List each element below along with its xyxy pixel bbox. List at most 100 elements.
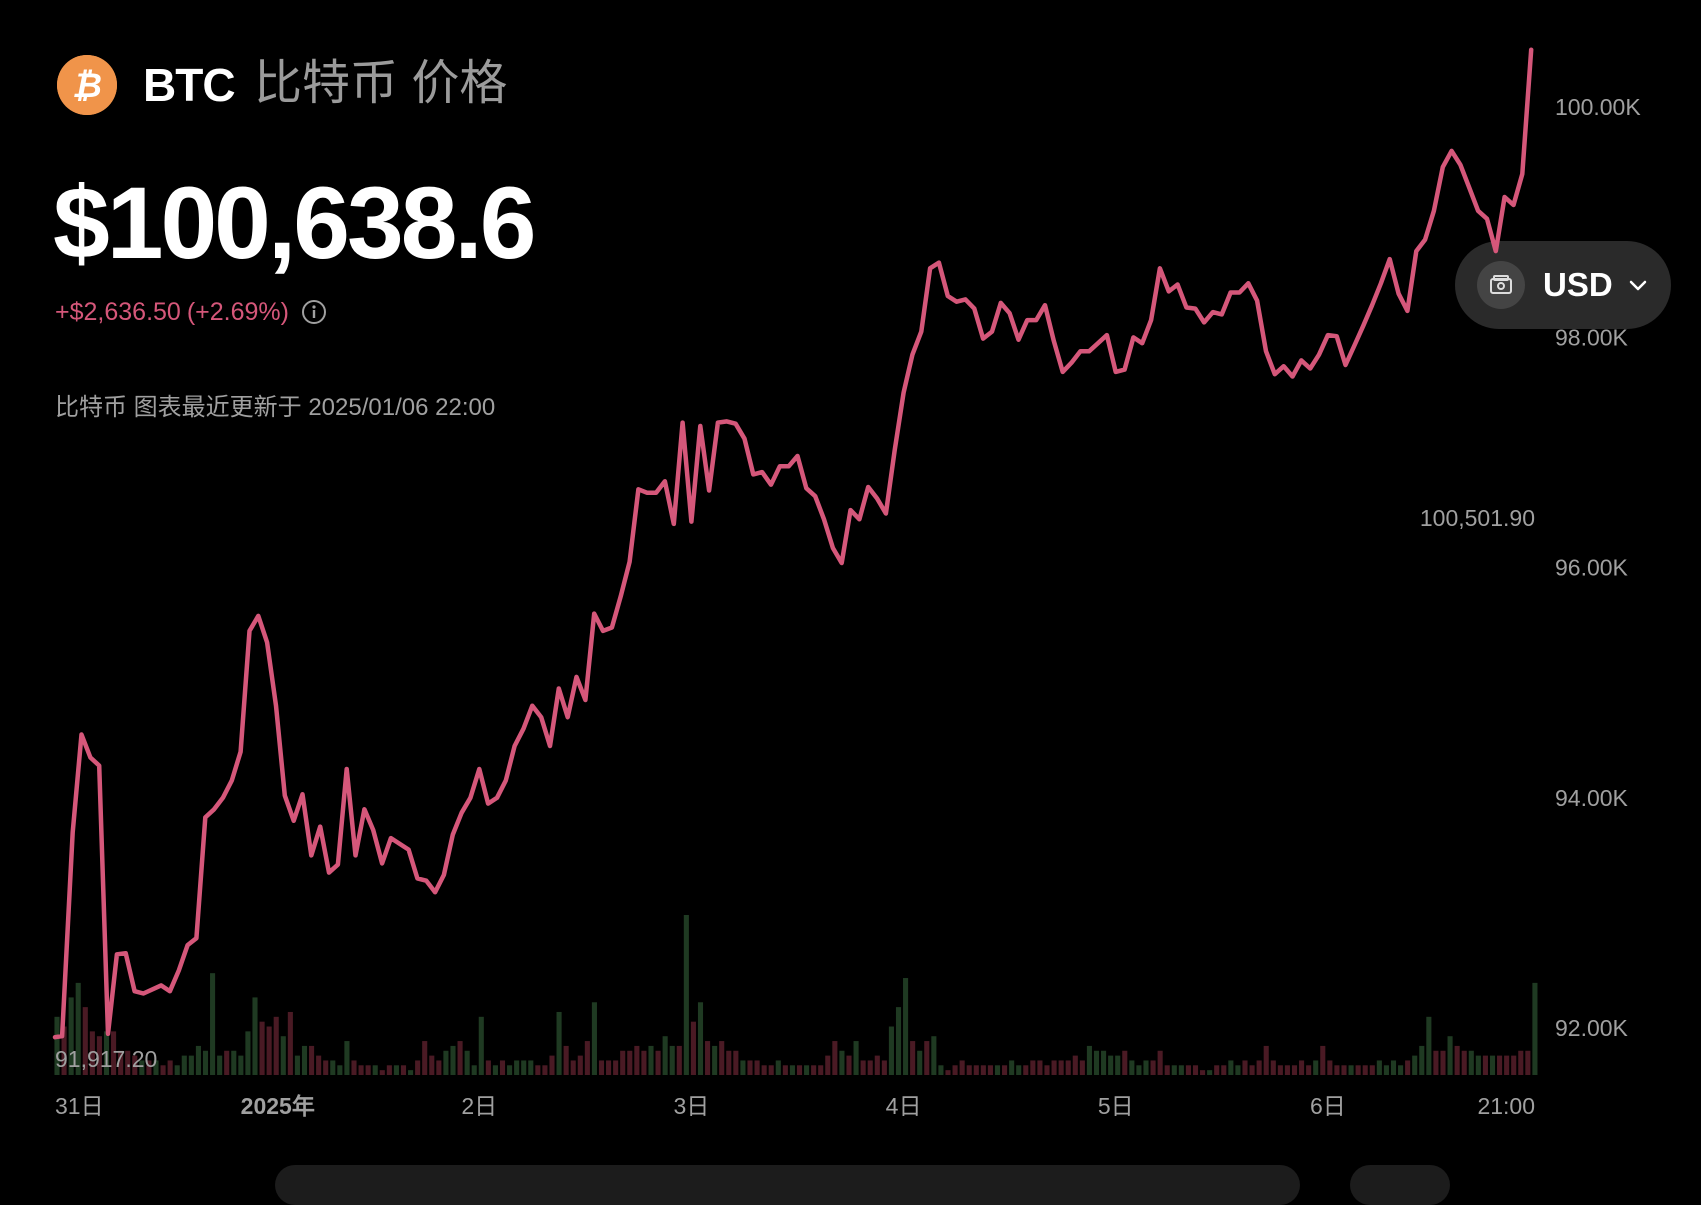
volume-bar [1143, 1060, 1149, 1075]
volume-bar [987, 1065, 993, 1075]
volume-bar [1263, 1045, 1269, 1075]
volume-bar [266, 1026, 272, 1075]
volume-bar [1454, 1045, 1460, 1075]
volume-bar [1426, 1016, 1432, 1075]
volume-bar [903, 978, 909, 1075]
price-change-percent: (+2.69%) [186, 298, 289, 326]
volume-bar [252, 997, 258, 1075]
volume-bar [712, 1045, 718, 1075]
volume-bar [1079, 1060, 1085, 1075]
bitcoin-icon: ₿ [57, 55, 117, 115]
volume-bar [1475, 1055, 1481, 1075]
volume-bar [1214, 1065, 1220, 1075]
y-axis-tick-label: 100.00K [1555, 94, 1641, 120]
volume-bar [1086, 1045, 1092, 1075]
volume-bar [1108, 1055, 1114, 1075]
volume-bar [662, 1036, 668, 1075]
volume-bar [853, 1041, 859, 1075]
volume-bar [231, 1050, 237, 1075]
volume-bar [436, 1060, 442, 1075]
timeframe-tabs-bar[interactable] [275, 1165, 1300, 1205]
volume-bar [1023, 1065, 1029, 1075]
min-price-label: 91,917.20 [55, 1046, 157, 1072]
volume-bar [54, 1016, 60, 1075]
volume-bar [782, 1065, 788, 1075]
volume-bar [210, 973, 216, 1075]
volume-bar [669, 1045, 675, 1075]
volume-bar [103, 1031, 110, 1075]
price-change: +$2,636.50 (+2.69%) [55, 296, 327, 328]
volume-bar [224, 1050, 230, 1075]
volume-bar [1058, 1060, 1064, 1075]
volume-bar [697, 1002, 704, 1075]
volume-bar [400, 1065, 407, 1075]
volume-bar [1044, 1065, 1050, 1075]
chart-options-button[interactable] [1350, 1165, 1450, 1205]
volume-bar [1192, 1065, 1199, 1075]
volume-bar [690, 1021, 696, 1075]
volume-bar [825, 1055, 831, 1075]
volume-bar [910, 1041, 916, 1075]
volume-bar [811, 1065, 817, 1075]
volume-bar [507, 1065, 513, 1075]
y-axis-tick-label: 96.00K [1555, 555, 1629, 581]
volume-bar [393, 1065, 399, 1075]
volume-bar [938, 1065, 944, 1075]
volume-bar [450, 1045, 456, 1075]
volume-bar [1016, 1065, 1022, 1075]
volume-bar [61, 1026, 67, 1075]
volume-bar [1207, 1070, 1213, 1075]
volume-bar [1270, 1060, 1276, 1075]
volume-bar [153, 1060, 159, 1075]
x-axis-tick-label: 6日 [1310, 1093, 1346, 1119]
volume-bar [747, 1060, 753, 1075]
volume-bar [492, 1065, 498, 1075]
volume-bar [1468, 1050, 1474, 1075]
volume-bar [1447, 1036, 1453, 1075]
volume-bar [330, 1060, 336, 1075]
volume-bar [1256, 1060, 1262, 1075]
volume-bar [514, 1060, 520, 1075]
volume-bar [1327, 1060, 1333, 1075]
volume-bar [556, 1011, 562, 1075]
volume-bar [1504, 1055, 1510, 1075]
volume-bar [705, 1041, 711, 1075]
volume-bar [415, 1060, 421, 1075]
info-icon[interactable] [301, 299, 327, 325]
volume-bar [1037, 1060, 1043, 1075]
volume-bar [457, 1041, 463, 1075]
volume-bar [188, 1055, 194, 1075]
volume-bar [761, 1065, 767, 1075]
volume-bar [132, 1055, 138, 1075]
volume-bar [323, 1060, 329, 1075]
page-title: 比特币 价格 [254, 57, 508, 110]
volume-bar [429, 1055, 435, 1075]
volume-bar [1002, 1065, 1008, 1075]
volume-bar [443, 1050, 449, 1075]
volume-bar [351, 1060, 357, 1075]
volume-bar [839, 1050, 845, 1075]
volume-bar [1185, 1065, 1191, 1075]
volume-bar [627, 1050, 633, 1075]
volume-bar [1299, 1060, 1305, 1075]
price-line [52, 47, 1534, 1040]
volume-bar [372, 1065, 378, 1075]
chevron-down-icon [1629, 280, 1646, 291]
volume-bar [676, 1045, 682, 1075]
volume-bar [386, 1065, 392, 1075]
volume-bar [1306, 1065, 1312, 1075]
volume-bar [1101, 1050, 1107, 1075]
volume-bar [408, 1070, 414, 1075]
bitcoin-logo: ₿ [57, 55, 117, 115]
volume-bar [577, 1055, 583, 1075]
volume-bar [874, 1055, 880, 1075]
volume-bar [881, 1060, 887, 1075]
volume-bar [719, 1041, 725, 1075]
currency-selector[interactable]: USD [1455, 241, 1671, 329]
volume-bar [641, 1050, 647, 1075]
volume-bar [485, 1060, 491, 1075]
volume-bar [1030, 1060, 1036, 1075]
price-change-absolute: +$2,636.50 [55, 298, 181, 326]
x-axis-tick-label: 4日 [886, 1093, 922, 1119]
volume-bar [273, 1016, 279, 1075]
